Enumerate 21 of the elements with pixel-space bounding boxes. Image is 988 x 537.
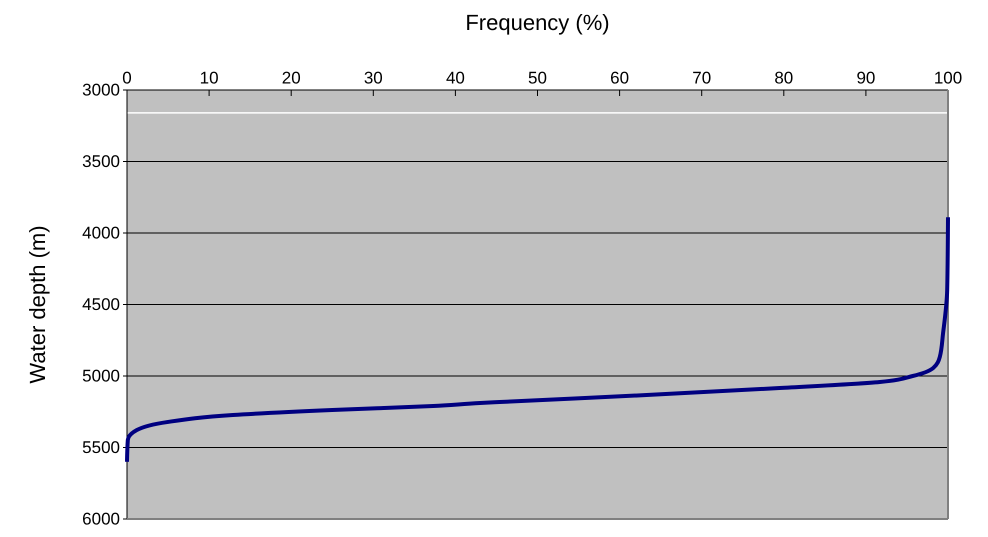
y-tick-label: 3000: [82, 80, 120, 100]
x-axis-title: Frequency (%): [465, 10, 610, 35]
x-tick-label: 20: [282, 68, 301, 88]
y-tick-label: 5500: [82, 438, 120, 457]
y-tick-label: 4000: [82, 223, 120, 242]
x-tick-label: 90: [856, 68, 876, 88]
x-tick-label: 30: [364, 68, 383, 88]
x-tick-label: 80: [774, 68, 794, 88]
y-tick-label: 5000: [82, 366, 120, 386]
y-tick-label: 4500: [82, 294, 120, 314]
line-series: [125, 215, 950, 464]
y-tick-label: 3500: [82, 152, 120, 171]
x-tick-label: 60: [610, 68, 630, 88]
y-tick-label: 6000: [82, 509, 120, 528]
x-tick-label: 40: [446, 68, 465, 88]
x-tick-label: 70: [692, 68, 712, 88]
x-tick-label: 0: [122, 68, 132, 88]
y-axis-title: Water depth (m): [25, 225, 50, 384]
x-tick-label: 10: [200, 68, 219, 88]
x-tick-label: 50: [528, 68, 547, 88]
x-tick-label: 100: [934, 68, 962, 88]
